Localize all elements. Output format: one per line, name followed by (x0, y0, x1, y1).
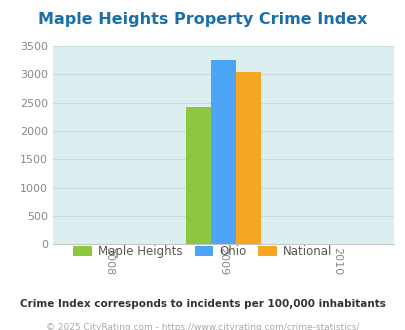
Bar (185, 107, 210, 244)
Text: Maple Heights Property Crime Index: Maple Heights Property Crime Index (38, 12, 367, 26)
Text: Crime Index corresponds to incidents per 100,000 inhabitants: Crime Index corresponds to incidents per… (20, 299, 385, 309)
Bar (210, 60, 235, 244)
Legend: Maple Heights, Ohio, National: Maple Heights, Ohio, National (68, 241, 337, 263)
Text: © 2025 CityRating.com - https://www.cityrating.com/crime-statistics/: © 2025 CityRating.com - https://www.city… (46, 323, 359, 330)
Bar (235, 72, 260, 244)
